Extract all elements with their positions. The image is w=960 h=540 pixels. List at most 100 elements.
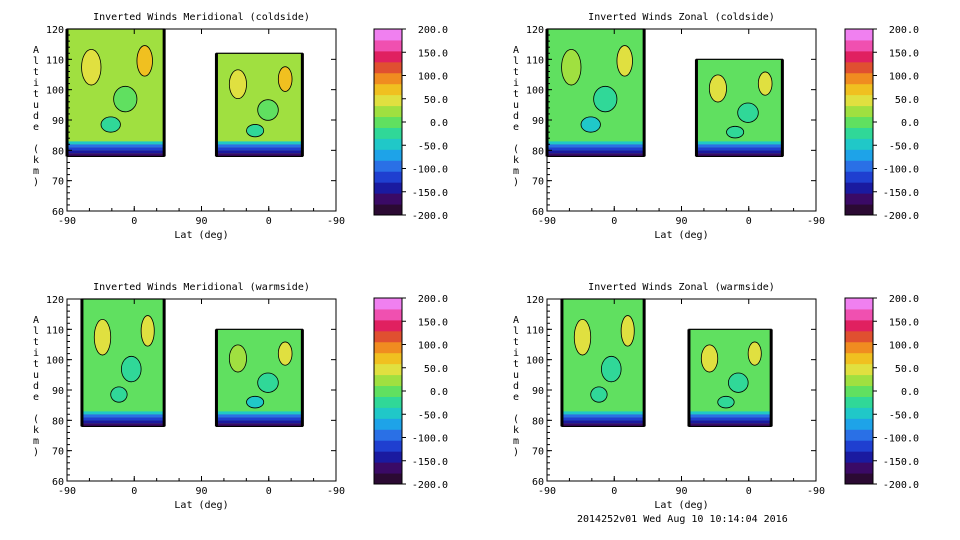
colorbar: 200.0 150.0 100.0 50.0 0.0 -50.0 -100.0 -150.0 -… <box>373 25 448 222</box>
colorbar-swatch <box>374 363 402 376</box>
y-tick-label: 100 <box>526 356 544 367</box>
contour-patch <box>708 74 727 103</box>
y-tick-label: 100 <box>46 356 64 367</box>
colorbar-swatch <box>374 308 402 321</box>
colorbar-swatch <box>845 451 873 463</box>
contour-patch <box>113 85 138 113</box>
colorbar-tick-label: -100.0 <box>883 434 919 445</box>
colorbar-tick-label: -200.0 <box>412 480 448 491</box>
contour-band <box>216 141 303 145</box>
x-tick-label: 0 <box>266 486 272 497</box>
colorbar-swatch <box>845 50 873 63</box>
y-tick-label: 80 <box>532 146 544 157</box>
colorbar-swatch <box>845 429 873 441</box>
colorbar-tick-label: 0.0 <box>901 387 919 398</box>
y-tick-label: 100 <box>526 86 544 97</box>
colorbar-swatch <box>374 116 402 128</box>
contour-region-2 <box>694 58 784 157</box>
colorbar-tick-label: 150.0 <box>418 317 448 328</box>
x-tick-label: 0 <box>131 486 137 497</box>
contour-band <box>81 411 165 415</box>
contour-patch <box>747 341 762 366</box>
contour-band <box>216 417 303 421</box>
contour-patch <box>228 69 247 100</box>
colorbar-swatch <box>374 182 402 194</box>
y-tick-label: 90 <box>52 386 64 397</box>
colorbar-tick-label: 0.0 <box>901 118 919 129</box>
contour-patch <box>228 344 247 373</box>
colorbar-swatch <box>374 352 402 365</box>
contour-region-2 <box>214 328 304 428</box>
colorbar-tick-label: 200.0 <box>418 25 448 36</box>
contour-patch <box>700 344 719 373</box>
contour-patch <box>136 45 153 77</box>
x-tick-label: -90 <box>327 216 345 227</box>
contour-patch <box>616 45 633 77</box>
x-tick-label: 0 <box>266 216 272 227</box>
colorbar-tick-label: 150.0 <box>889 48 919 59</box>
contour-patch <box>737 102 759 123</box>
contour-band <box>696 147 783 151</box>
colorbar-swatch <box>374 330 402 343</box>
x-tick-label: 90 <box>195 486 207 497</box>
contour-band <box>67 144 165 148</box>
panel-title: Inverted Winds Zonal (warmside) <box>588 282 775 293</box>
y-tick-label: 120 <box>526 295 544 306</box>
contour-band <box>216 144 303 148</box>
colorbar-tick-label: 0.0 <box>430 387 448 398</box>
chart-panel-3: Inverted Winds Meridional (warmside) -90 0… <box>33 282 448 511</box>
colorbar-tick-label: -50.0 <box>889 410 919 421</box>
colorbar-swatch <box>845 396 873 408</box>
x-tick-label: 90 <box>675 486 687 497</box>
contour-region-1 <box>545 28 646 158</box>
colorbar-swatch <box>374 138 402 150</box>
contour-band <box>216 420 303 424</box>
y-tick-label: 90 <box>532 116 544 127</box>
colorbar-tick-label: -50.0 <box>889 141 919 152</box>
colorbar-swatch <box>845 127 873 139</box>
colorbar-tick-label: 0.0 <box>430 118 448 129</box>
contour-band <box>547 141 645 145</box>
contour-patch <box>580 116 601 133</box>
colorbar-tick-label: 200.0 <box>418 294 448 305</box>
contour-band <box>67 153 165 157</box>
y-tick-label: 70 <box>532 447 544 458</box>
contour-patch <box>561 48 582 86</box>
colorbar-swatch <box>845 83 873 96</box>
x-tick-label: -90 <box>58 486 76 497</box>
x-tick-label: 0 <box>611 216 617 227</box>
contour-band <box>67 147 165 151</box>
colorbar-swatch <box>845 193 873 205</box>
contour-band <box>81 417 165 421</box>
colorbar-tick-label: 50.0 <box>424 95 448 106</box>
contour-patch <box>728 372 749 393</box>
colorbar-swatch <box>374 374 402 387</box>
contour-region-2 <box>687 328 773 428</box>
contour-patch <box>100 116 121 133</box>
y-tick-label: 120 <box>46 295 64 306</box>
x-tick-label: 0 <box>611 486 617 497</box>
x-axis-label: Lat (deg) <box>654 500 708 511</box>
colorbar-swatch <box>845 385 873 397</box>
colorbar-swatch <box>374 105 402 118</box>
colorbar-swatch <box>845 462 873 474</box>
colorbar-tick-label: -150.0 <box>883 457 919 468</box>
colorbar-swatch <box>845 105 873 118</box>
contour-patch <box>93 318 112 356</box>
colorbar-swatch <box>374 341 402 354</box>
colorbar-tick-label: -150.0 <box>883 188 919 199</box>
x-tick-label: 0 <box>746 486 752 497</box>
colorbar-swatch <box>374 149 402 161</box>
colorbar-swatch <box>374 127 402 139</box>
x-tick-label: 0 <box>746 216 752 227</box>
colorbar-swatch <box>374 61 402 74</box>
colorbar-swatch <box>845 182 873 194</box>
contour-patch <box>257 99 279 121</box>
x-tick-label: -90 <box>327 486 345 497</box>
colorbar-tick-label: 150.0 <box>889 317 919 328</box>
colorbar-swatch <box>374 451 402 463</box>
